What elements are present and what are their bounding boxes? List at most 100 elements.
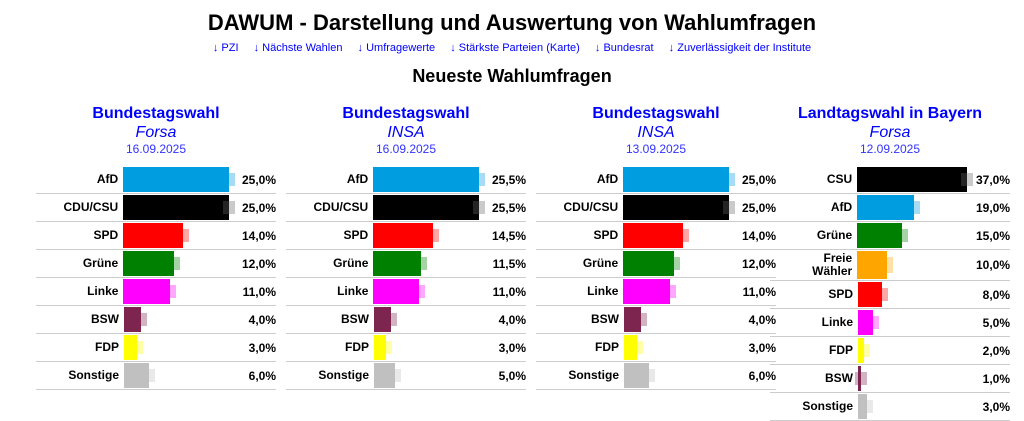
institute[interactable]: INSA <box>387 124 425 141</box>
party-label: Sonstige <box>318 368 369 382</box>
bar-area <box>624 334 744 361</box>
party-label: Grüne <box>82 256 119 270</box>
poll-date: 16.09.2025 <box>125 142 187 156</box>
party-value: 25,5% <box>491 200 526 215</box>
party-label: CDU/CSU <box>313 200 369 214</box>
previous-value-marker <box>866 316 879 329</box>
bar-area <box>373 194 492 221</box>
poll-row: CDU/CSU 25,0% <box>36 194 276 222</box>
bar-area <box>623 194 742 221</box>
previous-value-marker <box>384 313 397 326</box>
party-bar <box>857 251 887 279</box>
party-label: BSW <box>591 312 619 326</box>
poll-row: Sonstige 6,0% <box>536 362 776 390</box>
previous-value-marker <box>630 341 643 354</box>
bar-area <box>373 278 492 305</box>
previous-value-marker <box>134 313 147 326</box>
party-label: Linke <box>337 284 369 298</box>
poll-row: AfD 25,5% <box>286 166 526 194</box>
party-label: Linke <box>587 284 619 298</box>
link-staerkste-parteien[interactable]: ↓ Stärkste Parteien (Karte) <box>450 42 580 54</box>
poll-row: AfD 25,0% <box>536 166 776 194</box>
party-value: 37,0% <box>975 172 1010 187</box>
party-bar <box>123 279 171 304</box>
poll-row: CSU 37,0% <box>770 166 1010 194</box>
election-title[interactable]: Bundestagswahl <box>592 105 720 122</box>
previous-value-marker <box>860 400 873 413</box>
bar-area <box>373 166 492 193</box>
party-value: 11,0% <box>492 284 526 299</box>
party-bar <box>374 335 387 360</box>
party-label: Grüne <box>333 256 369 270</box>
bar-area <box>857 222 976 249</box>
party-label: AfD <box>596 172 619 186</box>
election-title[interactable]: Bundestagswahl <box>92 105 220 122</box>
party-label: BSW <box>825 371 853 385</box>
poll-chart: Bundestagswahl INSA 16.09.2025 AfD 25,5% C… <box>286 104 526 390</box>
party-bar <box>623 195 730 220</box>
bar-area <box>623 166 742 193</box>
bar-area <box>858 309 978 336</box>
party-bar <box>123 251 175 276</box>
bar-area <box>374 362 494 389</box>
previous-value-marker <box>668 257 681 270</box>
party-label: CSU <box>826 172 853 186</box>
bar-area <box>857 337 978 364</box>
party-bar <box>373 167 480 192</box>
poll-date: 13.09.2025 <box>625 142 687 156</box>
party-bar <box>373 223 434 248</box>
bar-area <box>624 362 744 389</box>
previous-value-marker <box>857 344 870 357</box>
party-bar <box>858 338 864 363</box>
bar-area <box>123 278 242 305</box>
previous-value-marker <box>130 341 143 354</box>
party-bar <box>373 195 480 220</box>
bar-area <box>854 365 978 392</box>
election-title[interactable]: Landtagswahl in Bayern <box>797 105 983 122</box>
nav-links: ↓ PZI ↓ Nächste Wahlen ↓ Umfragewerte ↓ … <box>0 42 1024 56</box>
previous-value-marker <box>415 257 428 270</box>
poll-row: Grüne 11,5% <box>286 250 526 278</box>
party-value: 12,0% <box>241 256 276 271</box>
poll-header: Bundestagswahl Forsa 16.09.2025 <box>36 104 276 166</box>
link-umfragewerte[interactable]: ↓ Umfragewerte <box>357 42 436 54</box>
party-value: 3,0% <box>982 399 1010 414</box>
party-value: 4,0% <box>498 312 526 327</box>
previous-value-marker <box>176 229 189 242</box>
party-value: 2,0% <box>982 343 1010 358</box>
party-label: Linke <box>821 315 853 329</box>
link-pzi[interactable]: ↓ PZI <box>212 42 239 54</box>
previous-value-marker <box>473 201 486 214</box>
bar-area <box>857 194 976 221</box>
party-value: 15,0% <box>975 228 1010 243</box>
poll-row: BSW 4,0% <box>536 306 776 334</box>
previous-value-marker <box>854 372 867 385</box>
party-bar <box>123 223 183 248</box>
party-bar <box>858 366 861 391</box>
link-zuverlaessigkeit[interactable]: ↓ Zuverlässigkeit der Institute <box>668 42 812 54</box>
party-bar <box>858 282 882 307</box>
election-title[interactable]: Bundestagswahl <box>342 105 470 122</box>
bar-area <box>123 194 242 221</box>
poll-row: Grüne 15,0% <box>770 222 1010 250</box>
bar-area <box>124 334 244 361</box>
party-label: Grüne <box>816 228 853 242</box>
institute[interactable]: Forsa <box>135 124 177 141</box>
party-bar <box>623 223 683 248</box>
bar-area <box>624 306 744 333</box>
institute[interactable]: Forsa <box>869 124 911 141</box>
bar-area <box>858 393 978 420</box>
institute[interactable]: INSA <box>637 124 675 141</box>
poll-header: Bundestagswahl INSA 16.09.2025 <box>286 104 526 166</box>
party-bar <box>373 279 420 304</box>
party-bar <box>124 363 150 388</box>
poll-row: FDP 3,0% <box>286 334 526 362</box>
link-bundesrat[interactable]: ↓ Bundesrat <box>594 42 654 54</box>
poll-header: Landtagswahl in Bayern Forsa 12.09.2025 <box>770 104 1010 166</box>
party-bar <box>624 335 637 360</box>
party-value: 8,0% <box>982 287 1010 302</box>
bar-area <box>373 250 492 277</box>
link-naechste-wahlen[interactable]: ↓ Nächste Wahlen <box>253 42 343 54</box>
previous-value-marker <box>164 285 177 298</box>
bar-area <box>123 166 242 193</box>
